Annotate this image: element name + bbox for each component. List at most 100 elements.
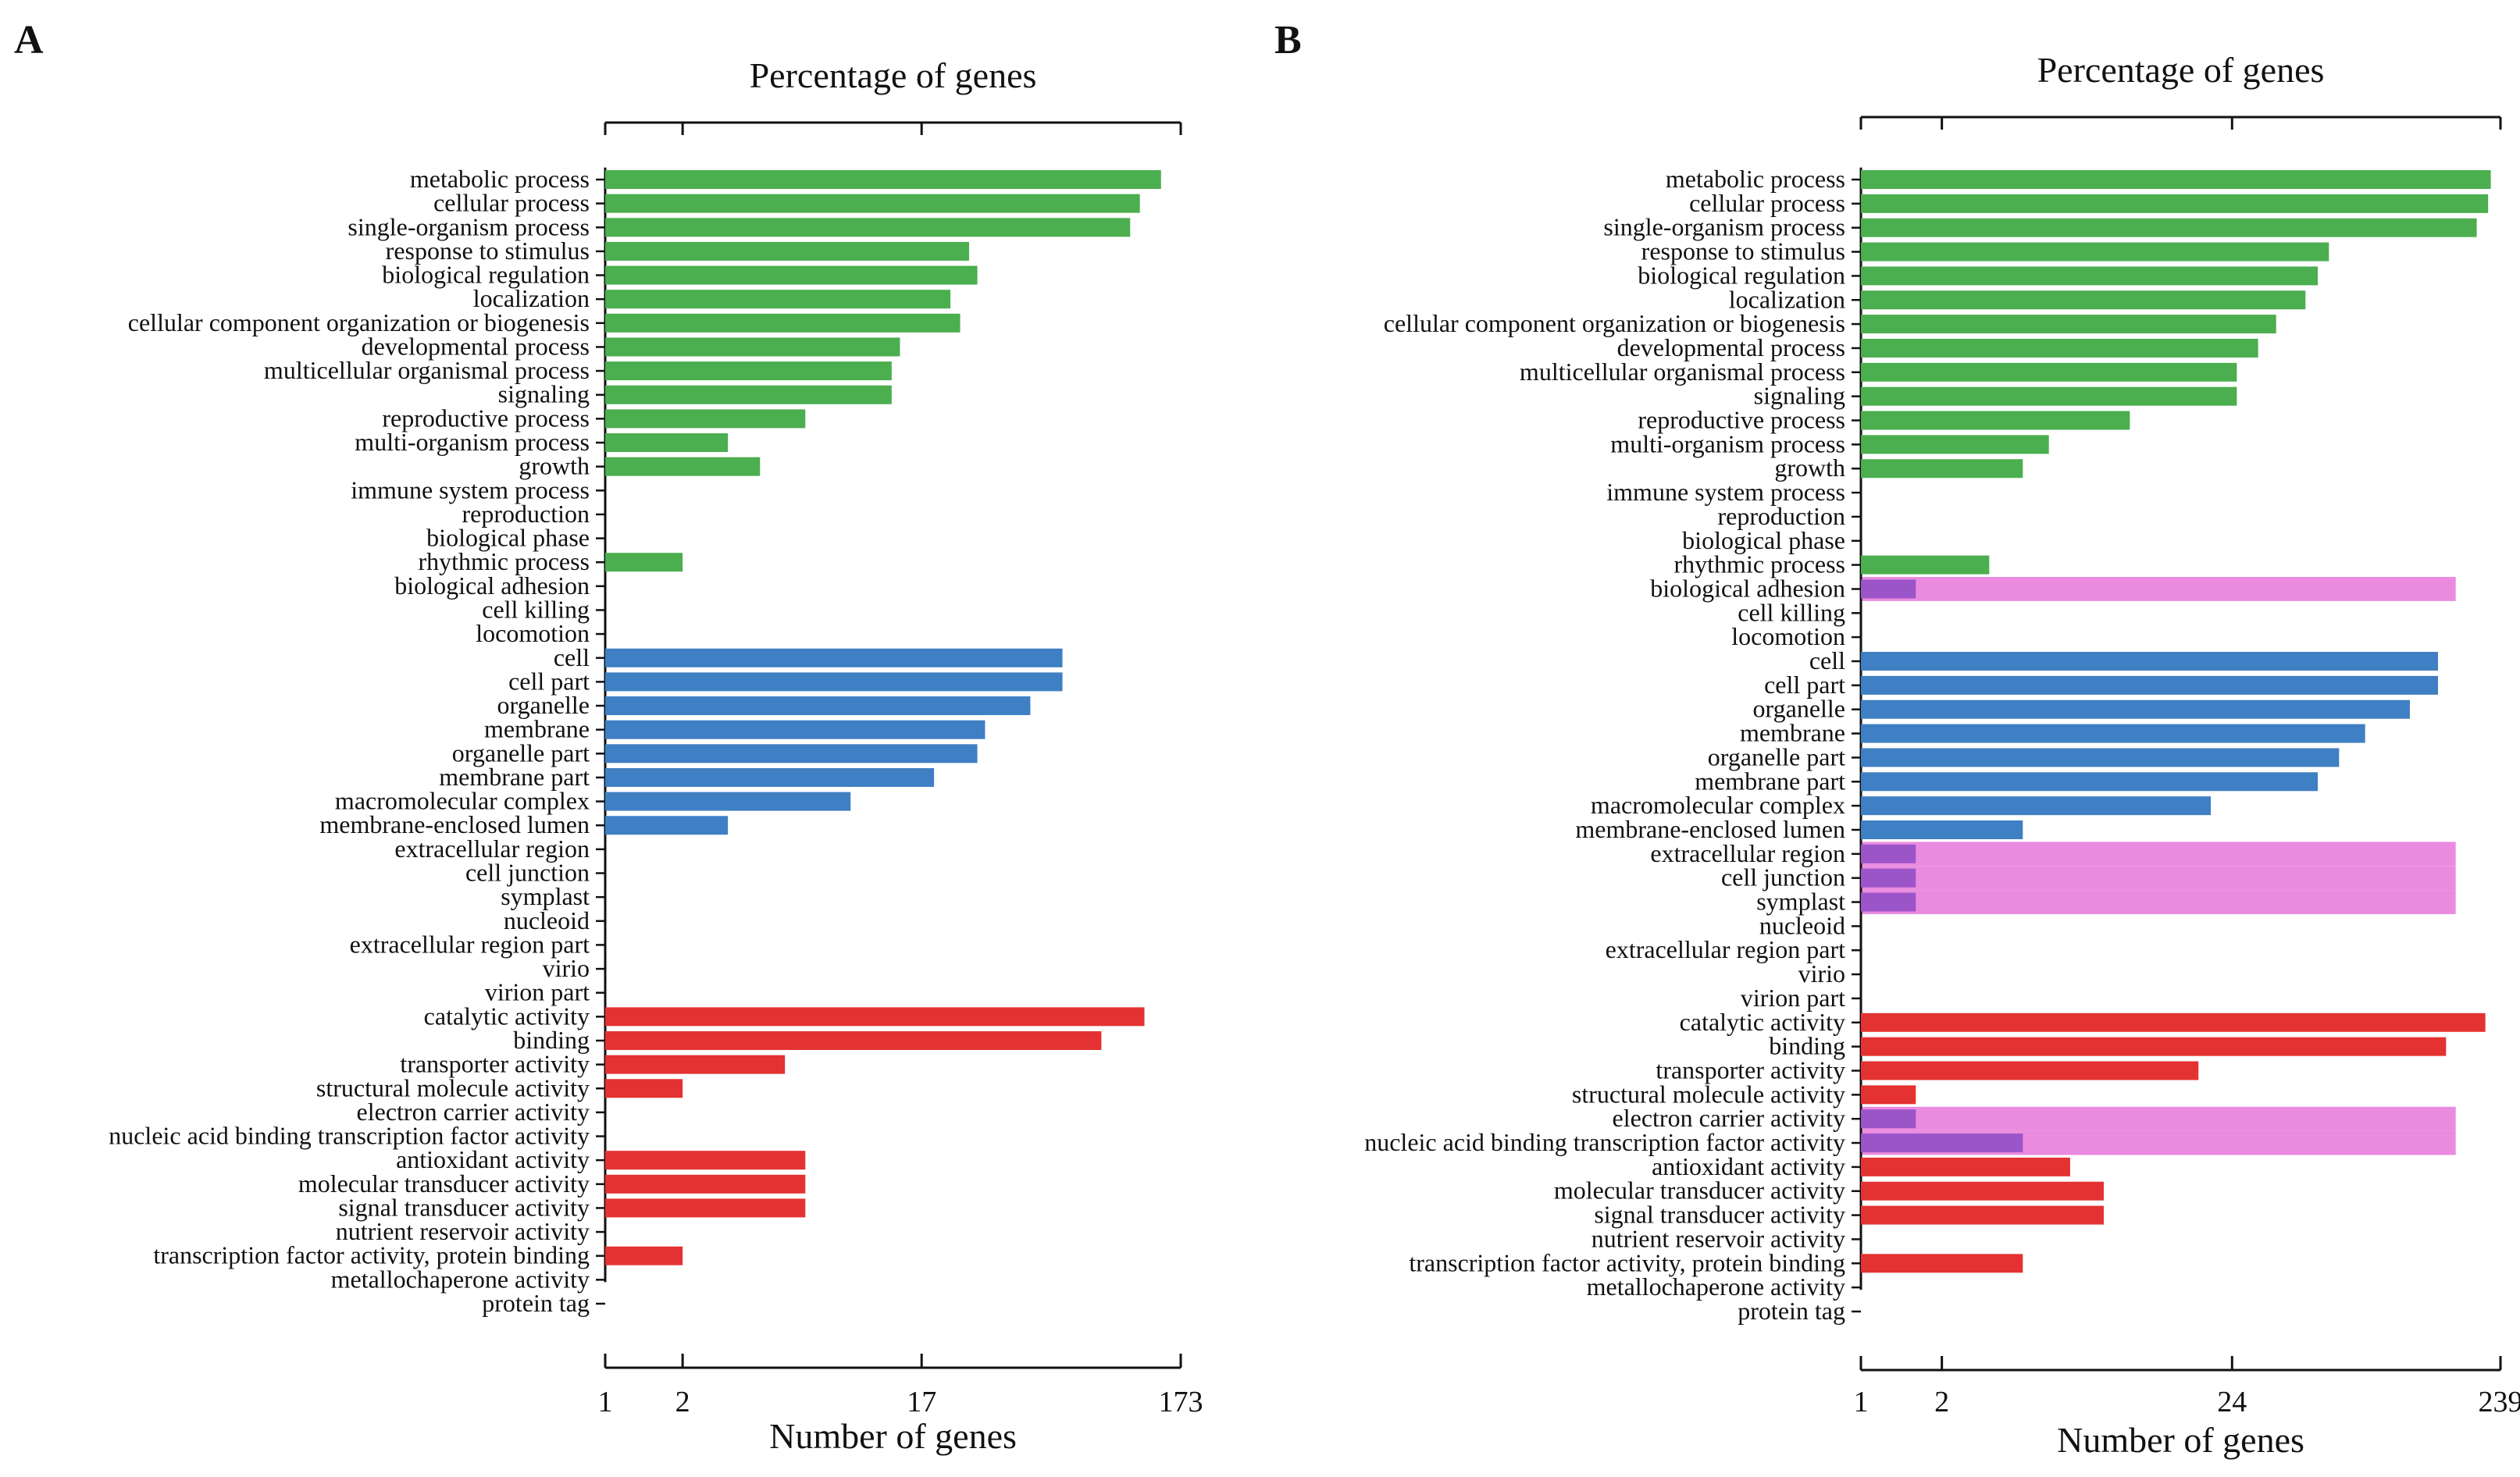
- bar: [1861, 555, 1990, 575]
- category-label: metabolic process: [410, 165, 590, 193]
- category-label: response to stimulus: [386, 237, 590, 265]
- bar: [605, 744, 978, 763]
- category-label: biological phase: [1682, 526, 1845, 554]
- bar: [1861, 675, 2439, 695]
- bar: [1861, 459, 2023, 479]
- bar: [605, 648, 1063, 667]
- category-label: extracellular region part: [350, 930, 590, 958]
- x-tick-label: 17: [907, 1386, 936, 1418]
- bar: [605, 1174, 806, 1194]
- bar: [605, 672, 1063, 692]
- x-tick-label: 239: [2479, 1386, 2520, 1418]
- category-label: membrane-enclosed lumen: [319, 810, 590, 838]
- category-label: electron carrier activity: [1613, 1104, 1845, 1132]
- category-label: catalytic activity: [1680, 1008, 1845, 1036]
- category-label: extracellular region part: [1606, 935, 1846, 963]
- panel-b: B Percentage of genes 1 2 24 239 Number of gen…: [1274, 18, 2520, 1460]
- category-label: virion part: [1741, 984, 1845, 1012]
- x-tick-label: 2: [1934, 1386, 1949, 1418]
- category-label: immune system process: [351, 475, 590, 504]
- category-label: antioxidant activity: [396, 1145, 590, 1173]
- category-label: biological adhesion: [394, 571, 590, 600]
- category-label: nucleoid: [1759, 911, 1845, 939]
- category-label: virio: [543, 954, 590, 982]
- category-label: single-organism process: [1603, 213, 1845, 241]
- category-label: response to stimulus: [1641, 237, 1845, 265]
- category-label: extracellular region: [1650, 839, 1845, 867]
- category-label: rhythmic process: [1674, 550, 1846, 578]
- bar: [1861, 724, 2365, 743]
- bar: [605, 696, 1031, 716]
- bar: [605, 457, 761, 476]
- bar: [605, 1055, 786, 1074]
- bar: [1861, 796, 2212, 816]
- bar: [605, 1007, 1145, 1027]
- panel-a: A Percentage of genes 1 2 17 173 Number of gen…: [14, 18, 1203, 1456]
- category-label: extracellular region: [394, 835, 590, 863]
- category-label: growth: [1774, 454, 1845, 482]
- category-label: cellular process: [433, 189, 590, 217]
- category-label: localization: [1729, 285, 1845, 313]
- bar: [1861, 194, 2489, 213]
- category-label: symplast: [1756, 888, 1845, 916]
- category-label: biological regulation: [382, 261, 590, 289]
- bar: [605, 313, 961, 333]
- category-label: cellular component organization or bioge…: [1384, 309, 1845, 337]
- category-label: membrane: [484, 715, 590, 743]
- bar: [1861, 1085, 1916, 1105]
- category-label: symplast: [501, 882, 590, 910]
- category-label: locomotion: [1731, 622, 1845, 650]
- category-label: cell part: [1764, 671, 1845, 699]
- category-label: organelle part: [452, 738, 590, 767]
- category-label: localization: [473, 284, 590, 312]
- bar: [605, 409, 806, 429]
- bar: [1861, 411, 2130, 430]
- bar: [1861, 868, 1916, 888]
- bar: [1861, 1181, 2104, 1201]
- category-label: membrane: [1740, 719, 1845, 747]
- bar: [1861, 1109, 1916, 1129]
- category-label: organelle: [497, 691, 590, 719]
- category-label: transcription factor activity, protein b…: [1409, 1248, 1845, 1276]
- highlight-band: [1861, 890, 2456, 914]
- top-axis-title: Percentage of genes: [750, 55, 1037, 95]
- bar: [605, 194, 1140, 213]
- bar: [605, 337, 900, 357]
- x-tick-label: 173: [1159, 1386, 1203, 1418]
- category-label: virio: [1798, 959, 1845, 988]
- bar: [1861, 772, 2319, 792]
- highlight-band: [1861, 577, 2456, 601]
- bar: [1861, 362, 2237, 382]
- panel-letter: B: [1274, 18, 1302, 62]
- bar: [605, 720, 986, 739]
- bar: [605, 361, 892, 381]
- bar: [1861, 892, 1916, 912]
- category-label: cell killing: [1738, 598, 1845, 626]
- bar: [1861, 1037, 2447, 1056]
- bar: [1861, 1061, 2199, 1080]
- category-label: growth: [519, 452, 590, 480]
- category-label: rhythmic process: [419, 547, 590, 575]
- x-tick-label: 2: [675, 1386, 690, 1418]
- top-axis-title: Percentage of genes: [2037, 50, 2325, 90]
- bar: [1861, 435, 2049, 454]
- bar: [1861, 338, 2258, 358]
- category-label: structural molecule activity: [316, 1073, 590, 1102]
- highlight-band: [1861, 1106, 2456, 1131]
- category-label: single-organism process: [348, 212, 590, 240]
- category-label: nucleic acid binding transcription facto…: [1364, 1128, 1845, 1156]
- category-label: biological adhesion: [1650, 574, 1845, 602]
- x-tick-label: 24: [2217, 1386, 2247, 1418]
- highlight-band: [1861, 866, 2456, 891]
- bar: [1861, 652, 2439, 671]
- bar: [1861, 266, 2319, 286]
- category-label: protein tag: [1738, 1297, 1845, 1325]
- category-label: nucleoid: [504, 906, 590, 934]
- category-label: signal transducer activity: [338, 1193, 590, 1221]
- category-label: reproduction: [462, 500, 590, 528]
- bar: [605, 170, 1161, 189]
- bar: [605, 553, 683, 572]
- category-label: nucleic acid binding transcription facto…: [109, 1122, 590, 1150]
- category-label: macromolecular complex: [335, 787, 590, 815]
- category-label: organelle: [1753, 695, 1845, 723]
